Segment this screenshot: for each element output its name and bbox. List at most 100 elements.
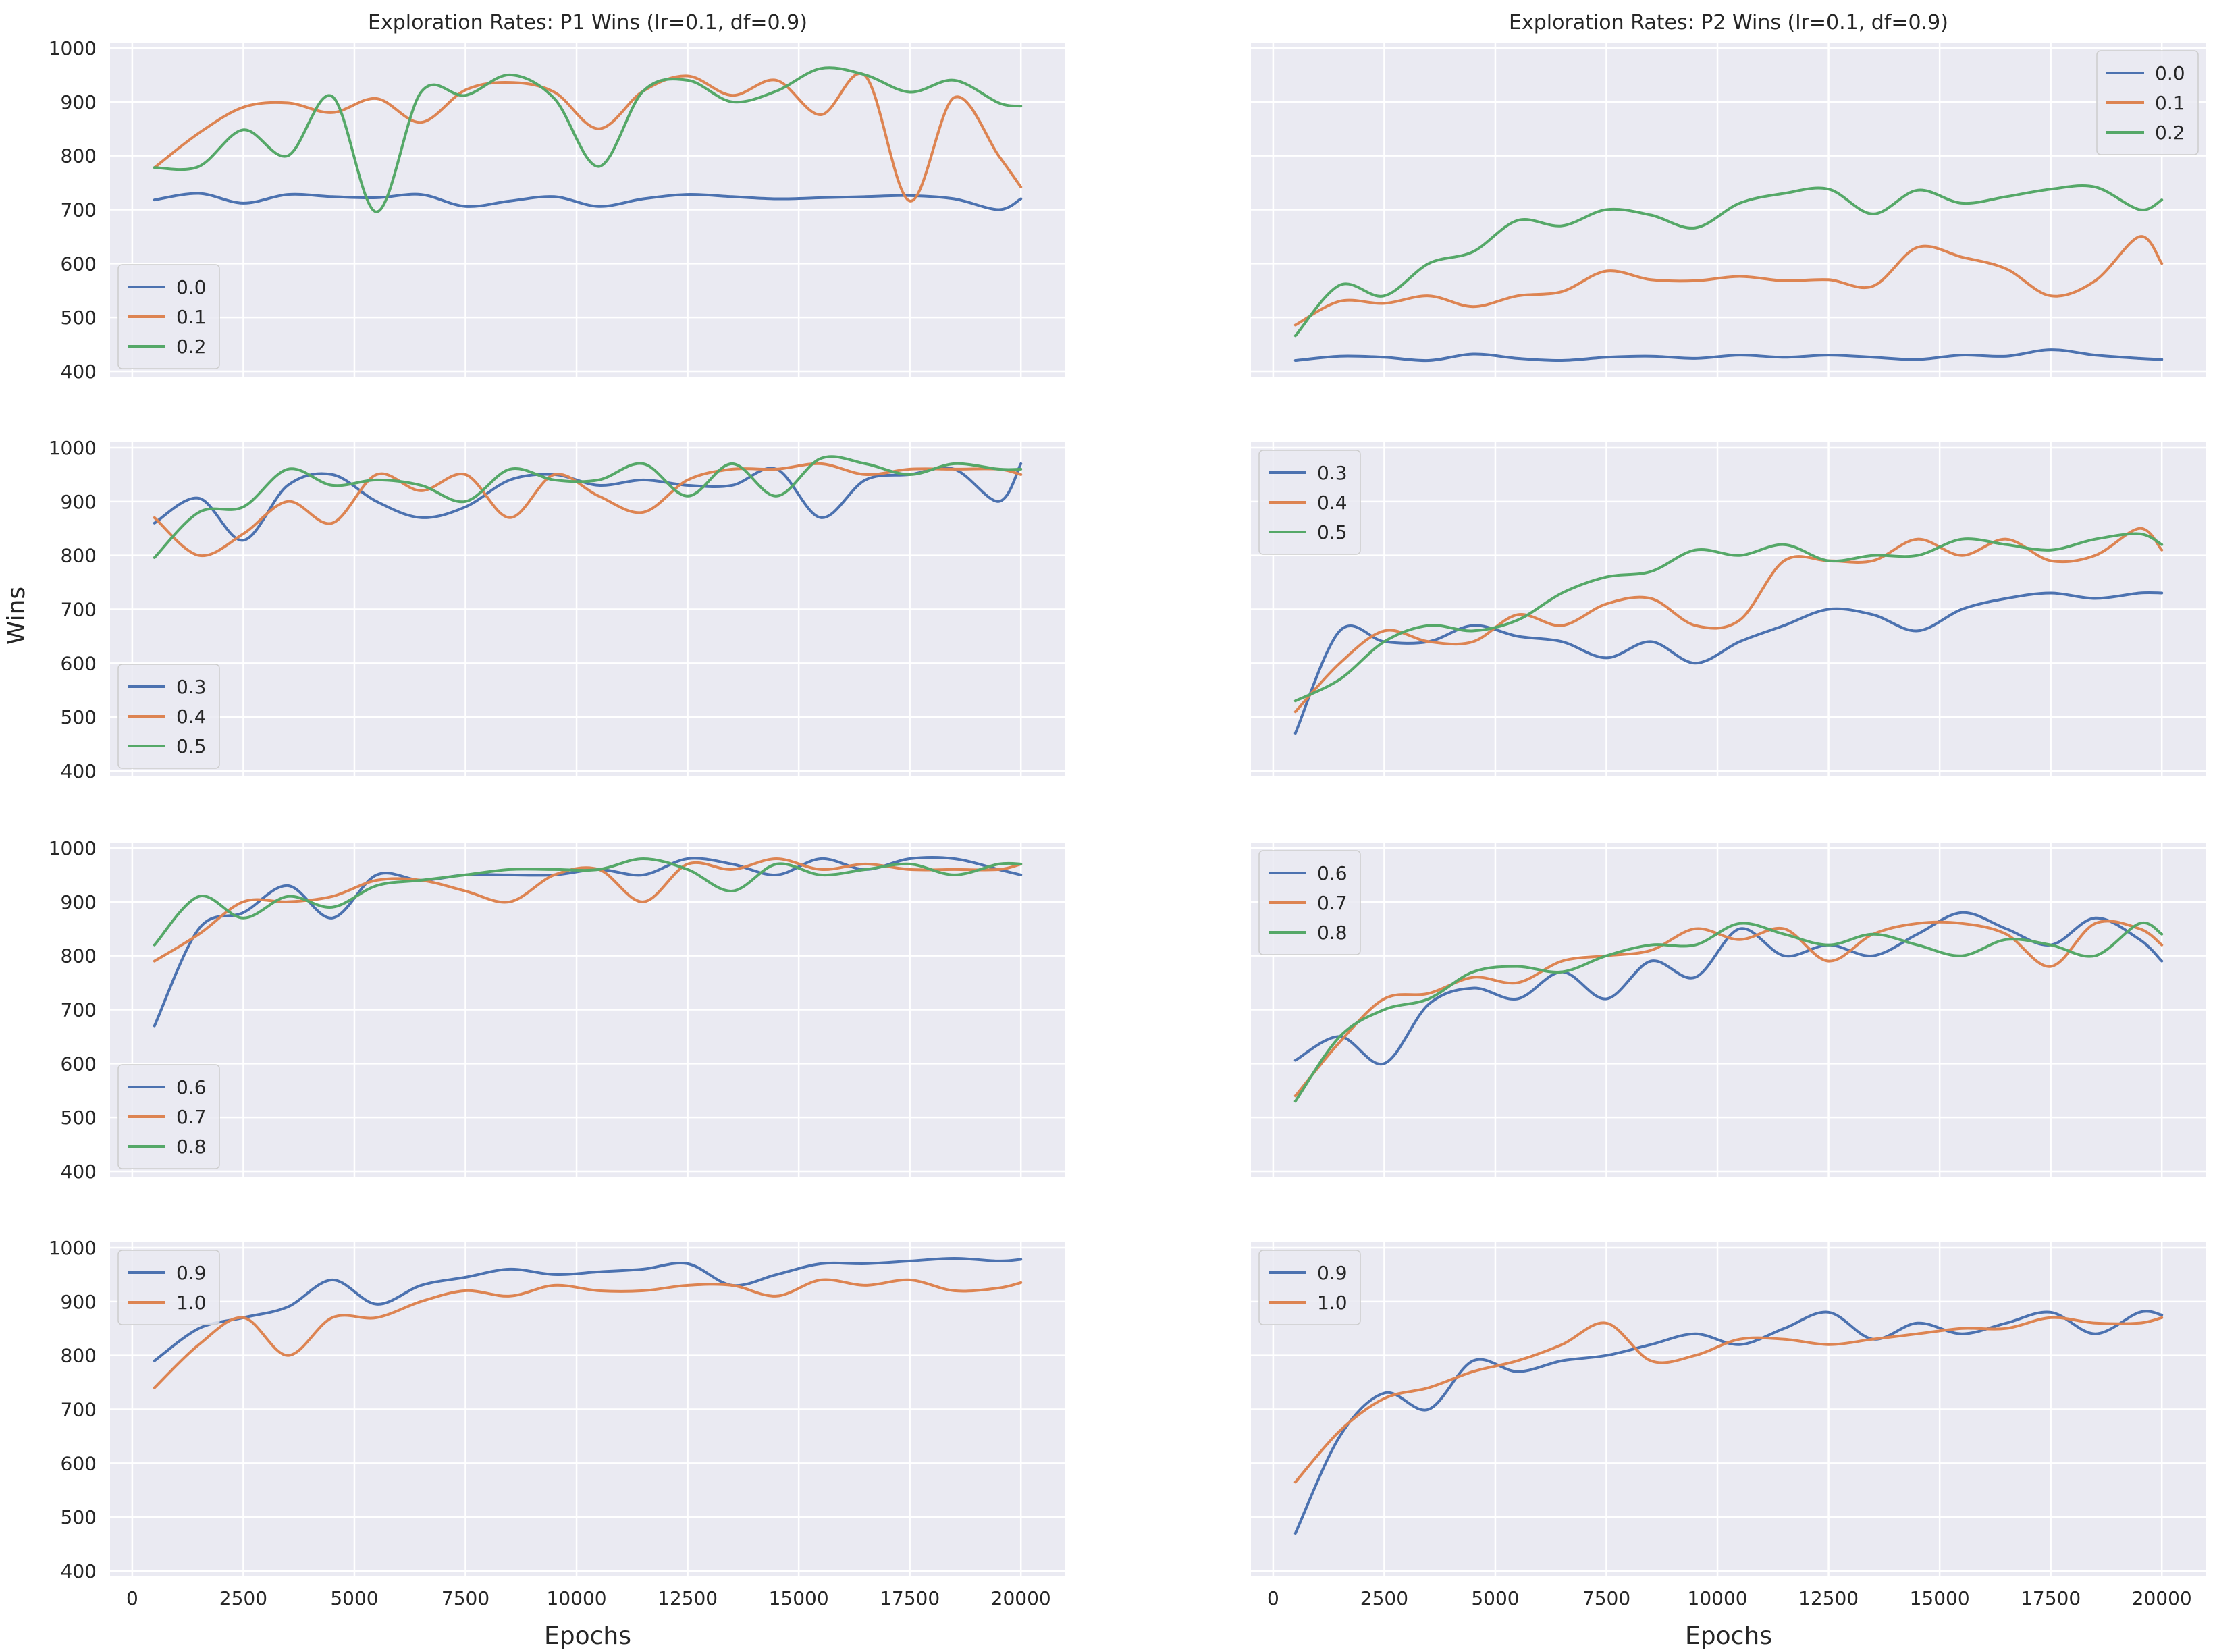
- subplot-p2-row-4: 0 2500 5000 7500 10000 12500 15000 17500 20000 Ep…: [1251, 1242, 2206, 1650]
- legend-label: 0.7: [176, 1106, 207, 1128]
- legend: 0.0 0.1 0.2: [2096, 50, 2199, 155]
- subplot-p2-row-1: Exploration Rates: P2 Wins (lr=0.1, df=0…: [1251, 11, 2206, 377]
- series-line-0.8: [153, 857, 1023, 947]
- x-tick-label: 20000: [2132, 1587, 2192, 1609]
- series-lines: [153, 66, 1023, 213]
- y-tick-label: 400: [61, 361, 97, 383]
- legend-label: 0.4: [176, 705, 207, 728]
- series-lines: [1293, 911, 2164, 1103]
- x-axis-label: Epochs: [544, 1622, 631, 1650]
- legend-frame: [2096, 50, 2199, 155]
- legend-label: 0.3: [176, 676, 207, 698]
- x-tick-label: 10000: [547, 1587, 607, 1609]
- x-axis-label: Epochs: [1685, 1622, 1772, 1650]
- y-tick-label: 900: [61, 491, 97, 513]
- x-tick-label: 5000: [330, 1587, 378, 1609]
- legend: 0.91.0: [117, 1250, 220, 1325]
- x-tick-label: 17500: [2021, 1587, 2081, 1609]
- subplot-p1-row-3: 400 500 600 700 800 900 1000 0.6 0.7 0.8: [49, 837, 1065, 1183]
- series-line-0.5: [1293, 532, 2164, 703]
- legend-label: 0.2: [2155, 122, 2185, 144]
- series-line-1.0: [1293, 1316, 2164, 1484]
- series-line-0.7: [1293, 920, 2164, 1098]
- legend-label: 0.8: [1317, 922, 1347, 944]
- y-tick-label: 800: [61, 145, 97, 167]
- series-lines: [1293, 1310, 2164, 1535]
- series-line-0.8: [1293, 921, 2164, 1103]
- legend-label: 0.0: [176, 276, 207, 298]
- y-tick-label: 800: [61, 1345, 97, 1367]
- x-tick-label: 2500: [1360, 1587, 1408, 1609]
- y-tick-label: 900: [61, 1291, 97, 1313]
- subplot-p1-row-2: 400 500 600 700 800 900 1000 0.3 0.4 0.5: [49, 437, 1065, 782]
- x-tick-label: 5000: [1471, 1587, 1519, 1609]
- series-line-0.3: [153, 462, 1023, 542]
- x-tick-label: 7500: [442, 1587, 489, 1609]
- series-line-0.0: [1293, 348, 2164, 363]
- y-tick-label: 500: [61, 1506, 97, 1528]
- legend-label: 1.0: [176, 1291, 207, 1314]
- legend-frame: [1258, 850, 1361, 955]
- legend-label: 0.4: [1317, 491, 1347, 514]
- series-lines: [153, 455, 1023, 559]
- y-tick-label: 400: [61, 760, 97, 782]
- y-tick-label: 700: [61, 999, 97, 1021]
- y-tick-label: 1000: [49, 37, 97, 59]
- x-tick-label: 12500: [1798, 1587, 1859, 1609]
- legend-label: 1.0: [1317, 1291, 1347, 1314]
- legend-frame: [1258, 450, 1361, 555]
- legend: 0.3 0.4 0.5: [117, 664, 220, 769]
- series-line-0.5: [153, 455, 1023, 559]
- y-tick-label: 800: [61, 945, 97, 967]
- subplot-title: Exploration Rates: P1 Wins (lr=0.1, df=0…: [368, 11, 807, 34]
- series-line-0.9: [1293, 1310, 2164, 1535]
- subplot-title: Exploration Rates: P2 Wins (lr=0.1, df=0…: [1509, 11, 1948, 34]
- x-tick-label: 15000: [1910, 1587, 1970, 1609]
- y-tick-label: 500: [61, 706, 97, 728]
- subplot-p2-row-2: 0.3 0.4 0.5: [1251, 442, 2206, 776]
- legend: 0.6 0.7 0.8: [117, 1064, 220, 1169]
- y-tick-label: 500: [61, 307, 97, 329]
- series-line-0.1: [1293, 235, 2164, 327]
- x-tick-label: 10000: [1688, 1587, 1748, 1609]
- y-tick-label: 700: [61, 199, 97, 221]
- series-line-0.2: [1293, 184, 2164, 338]
- legend-label: 0.3: [1317, 462, 1347, 484]
- legend: 0.3 0.4 0.5: [1258, 450, 1361, 555]
- series-line-0.0: [153, 192, 1023, 211]
- legend-label: 0.5: [1317, 521, 1347, 543]
- x-tick-label: 15000: [769, 1587, 829, 1609]
- y-tick-label: 700: [61, 599, 97, 621]
- y-tick-label: 900: [61, 91, 97, 113]
- y-tick-label: 600: [61, 1053, 97, 1075]
- legend-frame: [117, 1064, 220, 1169]
- legend: 0.91.0: [1258, 1250, 1361, 1325]
- legend-label: 0.6: [1317, 862, 1347, 884]
- y-tick-label: 800: [61, 545, 97, 567]
- legend-label: 0.8: [176, 1136, 207, 1158]
- y-tick-label: 700: [61, 1399, 97, 1421]
- x-tick-label: 20000: [991, 1587, 1051, 1609]
- y-tick-label: 900: [61, 891, 97, 913]
- legend: 0.0 0.1 0.2: [117, 264, 220, 369]
- legend-frame: [117, 264, 220, 369]
- legend-frame: [1258, 1250, 1361, 1325]
- legend-label: 0.6: [176, 1076, 207, 1098]
- series-lines: [1293, 527, 2164, 735]
- x-tick-label: 17500: [880, 1587, 940, 1609]
- x-tick-label: 0: [126, 1587, 138, 1609]
- y-tick-label: 500: [61, 1107, 97, 1129]
- y-tick-label: 1000: [49, 837, 97, 859]
- x-tick-label: 7500: [1582, 1587, 1630, 1609]
- series-lines: [1293, 184, 2164, 363]
- legend-label: 0.5: [176, 735, 207, 757]
- panels: 400 500 600 700 800 900 1000 Exploration Rates:…: [49, 11, 2206, 1650]
- legend-frame: [117, 664, 220, 769]
- x-tick-label: 2500: [219, 1587, 267, 1609]
- x-tick-label: 12500: [658, 1587, 718, 1609]
- series-line-0.9: [153, 1257, 1023, 1362]
- y-axis-label: Wins: [3, 587, 30, 645]
- y-tick-label: 600: [61, 1452, 97, 1474]
